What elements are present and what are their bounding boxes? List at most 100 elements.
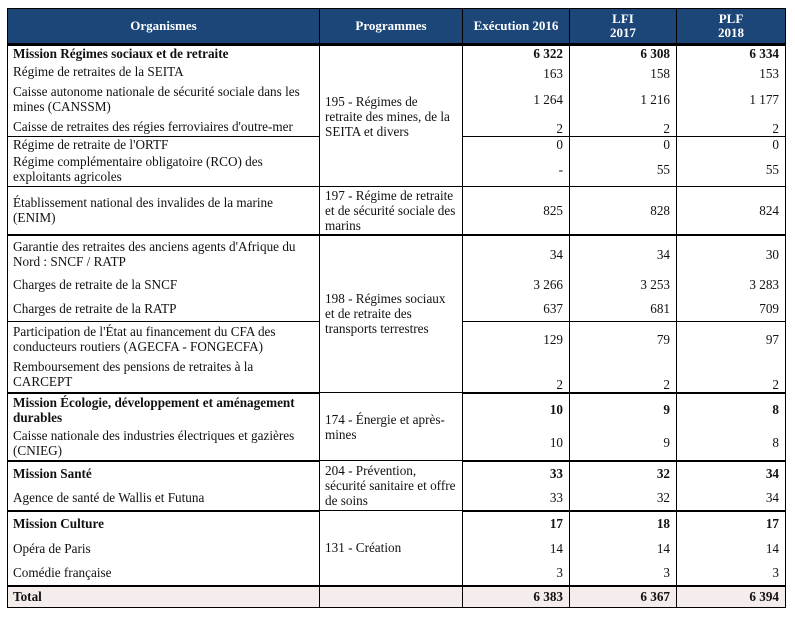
plf-2018-cell: 34 (676, 460, 786, 486)
total-lfi-2017: 6 367 (569, 584, 677, 608)
plf-2018-cell: 8 (676, 425, 786, 462)
execution-2016-cell: 3 266 (462, 272, 570, 297)
table-row: Participation de l'État au financement d… (7, 321, 786, 357)
execution-2016-cell: 163 (462, 61, 570, 81)
lfi-2017-cell: 32 (569, 460, 677, 486)
organisme-cell: Caisse de retraites des régies ferroviai… (7, 117, 320, 137)
table-row: Régime de retraite de l'ORTF 0 0 0 (7, 136, 786, 153)
lfi-2017-cell: 2 (569, 117, 677, 137)
table-row: Caisse autonome nationale de sécurité so… (7, 80, 786, 118)
budget-table: Organismes Programmes Exécution 2016 LFI… (7, 8, 786, 608)
execution-2016-cell: 6 322 (462, 44, 570, 62)
header-organismes: Organismes (7, 8, 320, 46)
lfi-2017-cell: 3 (569, 560, 677, 587)
plf-2018-cell: 153 (676, 61, 786, 81)
execution-2016-cell: 637 (462, 296, 570, 322)
lfi-2017-cell: 828 (569, 186, 677, 236)
organisme-cell: Charges de retraite de la RATP (7, 296, 320, 322)
lfi-2017-cell: 34 (569, 234, 677, 273)
lfi-2017-cell: 681 (569, 296, 677, 322)
execution-2016-cell: 825 (462, 186, 570, 236)
plf-2018-cell: 2 (676, 117, 786, 137)
table-row: Caisse de retraites des régies ferroviai… (7, 117, 786, 137)
programme-cell: 195 - Régimes de retraite des mines, de … (319, 44, 463, 187)
plf-2018-cell: 14 (676, 535, 786, 561)
total-label: Total (7, 584, 320, 608)
organisme-cell: Régime complémentaire obligatoire (RCO) … (7, 152, 320, 187)
header-row: Organismes Programmes Exécution 2016 LFI… (7, 8, 786, 46)
lfi-2017-cell: 3 253 (569, 272, 677, 297)
execution-2016-cell: 33 (462, 460, 570, 486)
execution-2016-cell: 14 (462, 535, 570, 561)
execution-2016-cell: 0 (462, 136, 570, 153)
organisme-cell: Régime de retraite de l'ORTF (7, 136, 320, 153)
lfi-2017-cell: 9 (569, 392, 677, 426)
plf-2018-cell: 2 (676, 356, 786, 394)
lfi-2017-cell: 158 (569, 61, 677, 81)
table-row: Mission Régimes sociaux et de retraite 19… (7, 44, 786, 187)
organisme-cell: Mission Santé (7, 460, 320, 486)
plf-2018-cell: 17 (676, 510, 786, 536)
programme-cell: 204 - Prévention, sécurité sanitaire et … (319, 460, 463, 511)
plf-2018-cell: 34 (676, 485, 786, 512)
organisme-cell: Agence de santé de Wallis et Futuna (7, 485, 320, 512)
plf-2018-cell: 3 (676, 560, 786, 587)
organisme-cell: Mission Régimes sociaux et de retraite (7, 44, 320, 62)
header-plf-2018: PLF 2018 (676, 8, 786, 46)
total-row: Total 6 383 6 367 6 394 (7, 584, 786, 608)
plf-2018-cell: 3 283 (676, 272, 786, 297)
plf-2018-cell: 709 (676, 296, 786, 322)
plf-2018-cell: 824 (676, 186, 786, 236)
organisme-cell: Caisse autonome nationale de sécurité so… (7, 80, 320, 118)
table-row: Mission Écologie, développement et aména… (7, 392, 786, 461)
table-row: Opéra de Paris 14 14 14 (7, 535, 786, 561)
table-row: Régime complémentaire obligatoire (RCO) … (7, 152, 786, 187)
plf-2018-cell: 30 (676, 234, 786, 273)
header-lfi-2017: LFI 2017 (569, 8, 677, 46)
organisme-cell: Établissement national des invalides de … (7, 186, 320, 236)
plf-2018-cell: 1 177 (676, 80, 786, 118)
programme-cell: 174 - Énergie et après-mines (319, 392, 463, 461)
organisme-cell: Caisse nationale des industries électriq… (7, 425, 320, 462)
programme-cell: 131 - Création (319, 510, 463, 586)
total-programme-cell (319, 584, 463, 608)
lfi-2017-cell: 55 (569, 152, 677, 187)
execution-2016-cell: 17 (462, 510, 570, 536)
execution-2016-cell: 1 264 (462, 80, 570, 118)
table-row: Comédie française 3 3 3 (7, 560, 786, 587)
execution-2016-cell: 3 (462, 560, 570, 587)
table-row: Garantie des retraites des anciens agent… (7, 234, 786, 393)
programme-cell: 198 - Régimes sociaux et de retraite des… (319, 234, 463, 393)
lfi-2017-cell: 0 (569, 136, 677, 153)
plf-2018-cell: 8 (676, 392, 786, 426)
plf-2018-cell: 6 334 (676, 44, 786, 62)
execution-2016-cell: 33 (462, 485, 570, 512)
plf-2018-cell: 55 (676, 152, 786, 187)
table-row: Mission Santé 204 - Prévention, sécurité … (7, 460, 786, 511)
lfi-2017-cell: 6 308 (569, 44, 677, 62)
execution-2016-cell: 2 (462, 356, 570, 394)
lfi-2017-cell: 18 (569, 510, 677, 536)
organisme-cell: Charges de retraite de la SNCF (7, 272, 320, 297)
organisme-cell: Garantie des retraites des anciens agent… (7, 234, 320, 273)
table-row: Remboursement des pensions de retraites … (7, 356, 786, 394)
plf-2018-cell: 97 (676, 321, 786, 357)
execution-2016-cell: 10 (462, 392, 570, 426)
table-row: Charges de retraite de la RATP 637 681 709 (7, 296, 786, 322)
header-programmes: Programmes (319, 8, 463, 46)
programme-cell: 197 - Régime de retraite et de sécurité … (319, 186, 463, 236)
lfi-2017-cell: 2 (569, 356, 677, 394)
organisme-cell: Opéra de Paris (7, 535, 320, 561)
plf-2018-cell: 0 (676, 136, 786, 153)
lfi-2017-cell: 79 (569, 321, 677, 357)
organisme-cell: Participation de l'État au financement d… (7, 321, 320, 357)
execution-2016-cell: 10 (462, 425, 570, 462)
total-plf-2018: 6 394 (676, 584, 786, 608)
total-execution-2016: 6 383 (462, 584, 570, 608)
table-row: Charges de retraite de la SNCF 3 266 3 253… (7, 272, 786, 297)
table-row: Caisse nationale des industries électriq… (7, 425, 786, 462)
header-execution-2016: Exécution 2016 (462, 8, 570, 46)
execution-2016-cell: 129 (462, 321, 570, 357)
organisme-cell: Remboursement des pensions de retraites … (7, 356, 320, 394)
lfi-2017-cell: 9 (569, 425, 677, 462)
